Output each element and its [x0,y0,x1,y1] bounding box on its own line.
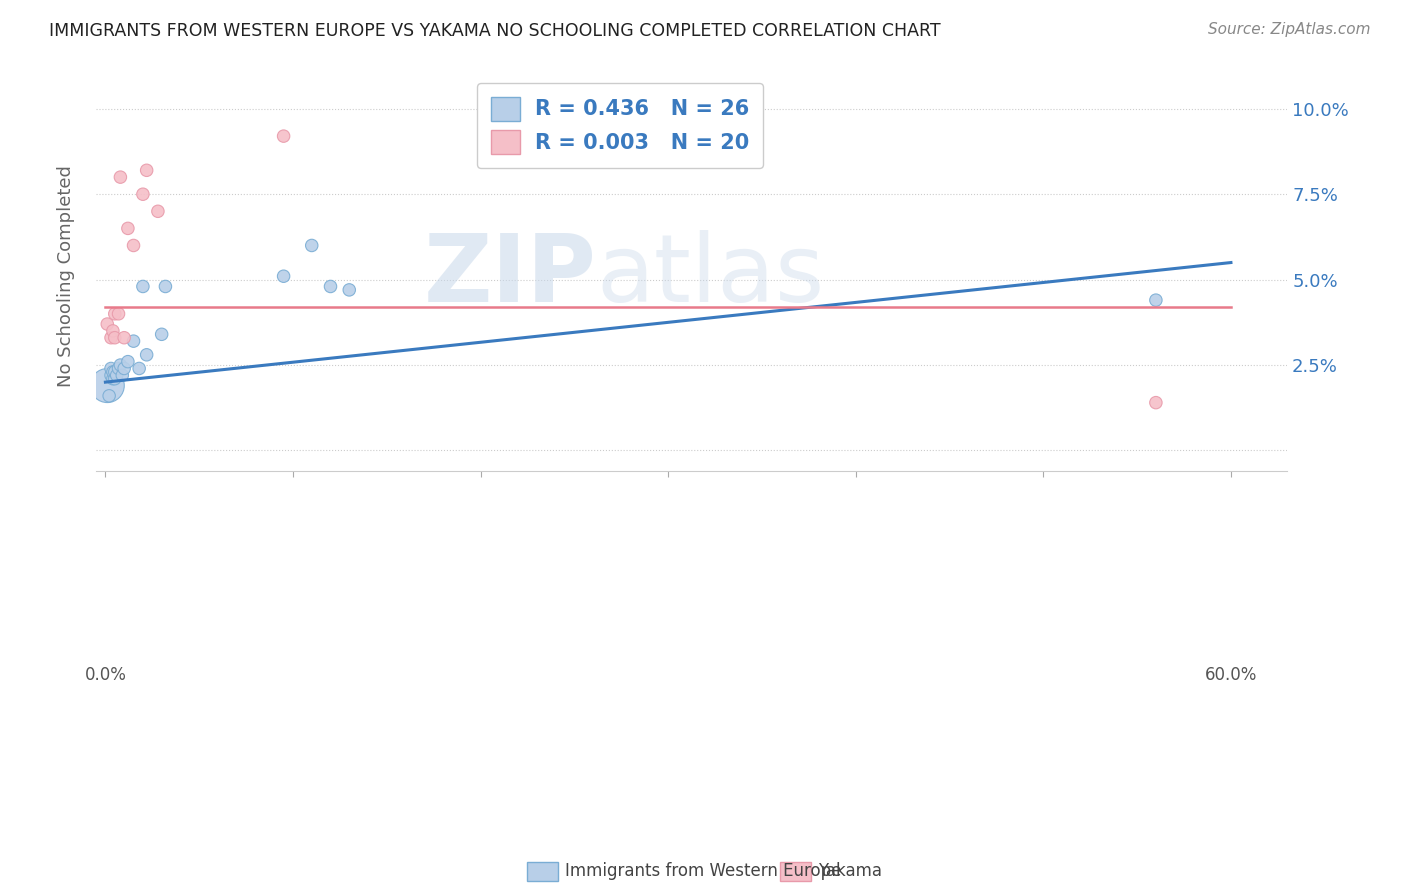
Point [1144,395,1167,409]
Point [117,354,139,368]
Point [96,317,118,331]
Point [107,361,129,376]
Point [273,269,295,284]
Point [105,368,128,383]
Text: Yakama: Yakama [818,863,883,880]
Point [96,378,118,392]
Text: 60.0%: 60.0% [1205,665,1257,684]
Point [104,365,127,379]
Point [273,129,295,144]
Text: atlas: atlas [596,230,824,322]
Point [98,389,121,403]
Point [100,368,122,383]
Point [112,361,135,376]
Point [101,365,124,379]
Point [101,372,124,386]
Point [110,170,132,185]
Point [107,307,129,321]
Point [150,327,173,342]
Point [100,331,122,345]
Point [135,163,157,178]
Point [135,348,157,362]
Point [155,279,177,293]
Legend: R = 0.436   N = 26, R = 0.003   N = 20: R = 0.436 N = 26, R = 0.003 N = 20 [477,83,763,168]
Point [112,331,135,345]
Point [101,324,124,338]
Point [146,204,169,219]
Point [319,279,342,293]
Point [128,361,150,376]
Point [122,238,145,252]
Y-axis label: No Schooling Completed: No Schooling Completed [58,165,75,387]
Point [1144,293,1167,307]
Point [104,372,127,386]
Point [301,238,323,252]
Text: 0.0%: 0.0% [84,665,127,684]
Point [100,361,122,376]
Text: Immigrants from Western Europe: Immigrants from Western Europe [565,863,842,880]
Point [117,221,139,235]
Point [104,331,127,345]
Point [110,358,132,372]
Point [104,307,127,321]
Text: Source: ZipAtlas.com: Source: ZipAtlas.com [1208,22,1371,37]
Point [132,279,155,293]
Text: ZIP: ZIP [423,230,596,322]
Text: IMMIGRANTS FROM WESTERN EUROPE VS YAKAMA NO SCHOOLING COMPLETED CORRELATION CHAR: IMMIGRANTS FROM WESTERN EUROPE VS YAKAMA… [49,22,941,40]
Point [132,187,155,202]
Point [111,368,134,383]
Point [122,334,145,348]
Point [337,283,360,297]
